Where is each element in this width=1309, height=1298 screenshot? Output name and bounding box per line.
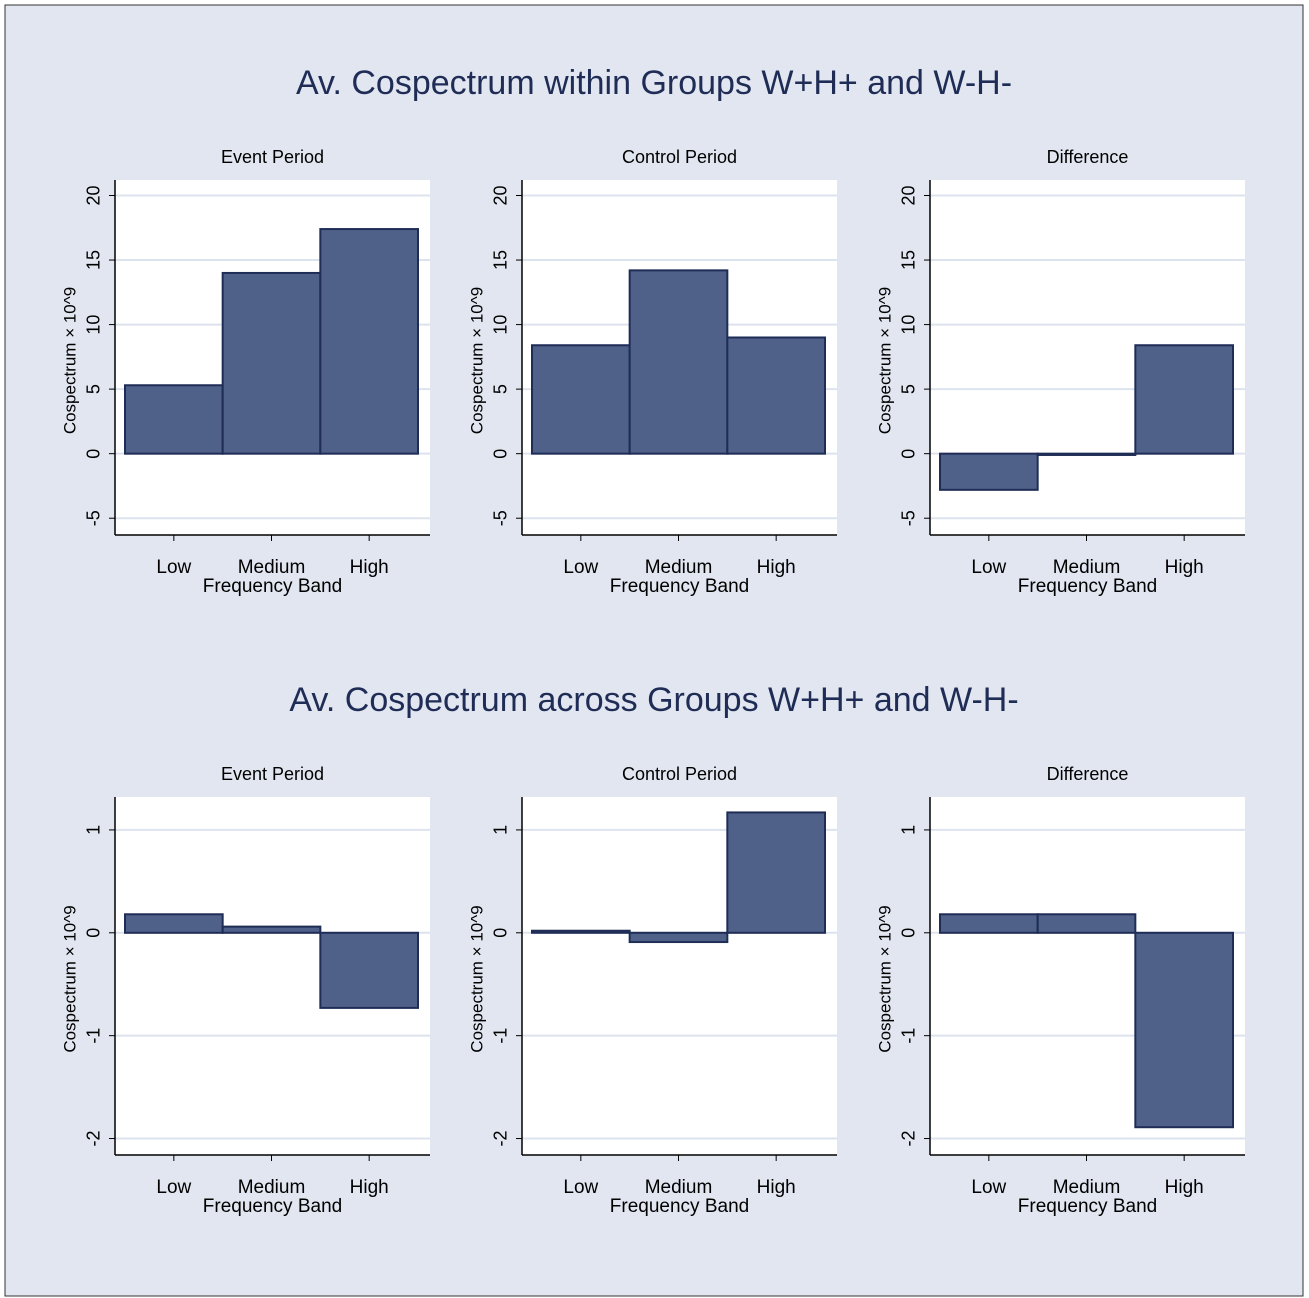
bar bbox=[124, 384, 224, 455]
y-axis-label: Cospectrum × 10^9 bbox=[875, 905, 894, 1052]
y-tick-label: 20 bbox=[84, 185, 104, 205]
y-tick-label: -1 bbox=[899, 1028, 919, 1044]
panel-title: Event Period bbox=[221, 147, 324, 167]
section-title: Av. Cospectrum across Groups W+H+ and W-… bbox=[289, 681, 1018, 719]
x-tick-label: Medium bbox=[238, 1177, 306, 1198]
x-tick-label: High bbox=[1165, 557, 1204, 578]
x-tick-label: Low bbox=[563, 1177, 598, 1198]
y-tick-label: 0 bbox=[84, 928, 104, 938]
y-tick-label: 0 bbox=[491, 928, 511, 938]
bar bbox=[628, 269, 729, 455]
x-tick-label: High bbox=[757, 557, 796, 578]
bar bbox=[319, 931, 420, 1009]
y-tick-label: 1 bbox=[491, 825, 511, 835]
x-tick-label: Medium bbox=[1053, 557, 1121, 578]
bar bbox=[1036, 452, 1137, 456]
x-tick-label: Low bbox=[156, 1177, 191, 1198]
bar bbox=[726, 336, 826, 455]
y-axis-label: Cospectrum × 10^9 bbox=[60, 287, 79, 434]
y-tick-label: 10 bbox=[899, 315, 919, 335]
y-tick-label: 10 bbox=[491, 315, 511, 335]
y-tick-label: 20 bbox=[491, 185, 511, 205]
bar bbox=[221, 925, 322, 934]
y-tick-label: -1 bbox=[84, 1028, 104, 1044]
x-tick-label: High bbox=[350, 557, 389, 578]
y-tick-label: 5 bbox=[899, 384, 919, 394]
bar bbox=[628, 931, 729, 944]
section-title: Av. Cospectrum within Groups W+H+ and W-… bbox=[296, 64, 1012, 102]
x-tick-label: Low bbox=[971, 1177, 1006, 1198]
bar bbox=[531, 344, 631, 455]
x-tick-label: Low bbox=[156, 557, 191, 578]
bar bbox=[124, 913, 224, 934]
y-tick-label: 1 bbox=[84, 825, 104, 835]
y-tick-label: -2 bbox=[491, 1131, 511, 1147]
y-axis-label: Cospectrum × 10^9 bbox=[60, 905, 79, 1052]
x-tick-label: Medium bbox=[1053, 1177, 1121, 1198]
y-tick-label: 5 bbox=[491, 384, 511, 394]
y-tick-label: -2 bbox=[899, 1131, 919, 1147]
y-tick-label: 0 bbox=[899, 449, 919, 459]
panel-title: Difference bbox=[1047, 147, 1129, 167]
x-axis-label: Frequency Band bbox=[1018, 576, 1157, 597]
panel-title: Difference bbox=[1047, 764, 1129, 784]
x-axis-label: Frequency Band bbox=[610, 1196, 749, 1217]
y-axis-label: Cospectrum × 10^9 bbox=[875, 287, 894, 434]
y-tick-label: -1 bbox=[491, 1028, 511, 1044]
y-tick-label: 15 bbox=[84, 250, 104, 270]
x-tick-label: High bbox=[1165, 1177, 1204, 1198]
bar bbox=[1036, 913, 1137, 934]
y-tick-label: -2 bbox=[84, 1131, 104, 1147]
y-tick-label: 5 bbox=[84, 384, 104, 394]
y-tick-label: 15 bbox=[899, 250, 919, 270]
y-tick-label: 0 bbox=[899, 928, 919, 938]
x-tick-label: Medium bbox=[645, 557, 713, 578]
bar bbox=[221, 271, 322, 455]
y-tick-label: -5 bbox=[491, 510, 511, 526]
bar bbox=[726, 811, 826, 934]
y-tick-label: 15 bbox=[491, 250, 511, 270]
y-axis-label: Cospectrum × 10^9 bbox=[467, 905, 486, 1052]
y-tick-label: 20 bbox=[899, 185, 919, 205]
x-tick-label: Medium bbox=[645, 1177, 713, 1198]
bar bbox=[319, 228, 420, 455]
x-axis-label: Frequency Band bbox=[610, 576, 749, 597]
x-tick-label: Medium bbox=[238, 557, 306, 578]
bar bbox=[939, 913, 1039, 934]
y-tick-label: 1 bbox=[899, 825, 919, 835]
x-tick-label: Low bbox=[563, 557, 598, 578]
y-tick-label: -5 bbox=[899, 510, 919, 526]
bar bbox=[1134, 344, 1235, 455]
y-tick-label: 0 bbox=[491, 449, 511, 459]
y-tick-label: 0 bbox=[84, 449, 104, 459]
x-tick-label: Low bbox=[971, 557, 1006, 578]
x-axis-label: Frequency Band bbox=[1018, 1196, 1157, 1217]
y-tick-label: 10 bbox=[84, 315, 104, 335]
bar bbox=[531, 929, 631, 934]
y-tick-label: -5 bbox=[84, 510, 104, 526]
panel-title: Event Period bbox=[221, 764, 324, 784]
panel-title: Control Period bbox=[622, 764, 737, 784]
x-tick-label: High bbox=[757, 1177, 796, 1198]
x-axis-label: Frequency Band bbox=[203, 576, 342, 597]
bar bbox=[939, 452, 1039, 491]
x-axis-label: Frequency Band bbox=[203, 1196, 342, 1217]
panel-title: Control Period bbox=[622, 147, 737, 167]
y-axis-label: Cospectrum × 10^9 bbox=[467, 287, 486, 434]
bar bbox=[1134, 931, 1235, 1129]
x-tick-label: High bbox=[350, 1177, 389, 1198]
